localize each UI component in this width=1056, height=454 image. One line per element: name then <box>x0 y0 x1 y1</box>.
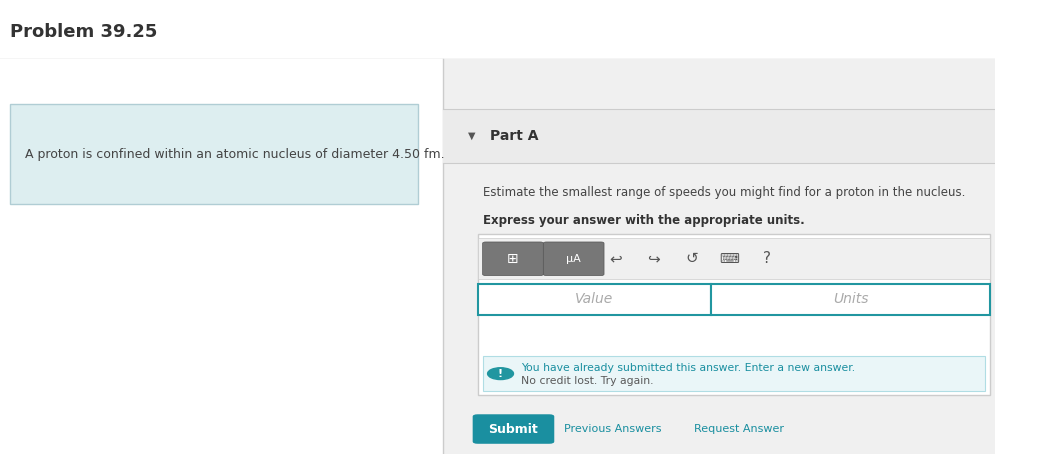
FancyBboxPatch shape <box>0 0 995 454</box>
Text: A proton is confined within an atomic nucleus of diameter 4.50 fm.: A proton is confined within an atomic nu… <box>25 148 445 161</box>
Text: Value: Value <box>576 292 614 306</box>
FancyBboxPatch shape <box>442 109 995 163</box>
Text: Problem 39.25: Problem 39.25 <box>10 23 157 41</box>
Text: You have already submitted this answer. Enter a new answer.: You have already submitted this answer. … <box>522 363 855 373</box>
FancyBboxPatch shape <box>442 59 995 454</box>
FancyBboxPatch shape <box>483 356 985 391</box>
FancyBboxPatch shape <box>10 104 418 204</box>
Text: ⊞: ⊞ <box>507 252 518 266</box>
Text: Previous Answers: Previous Answers <box>564 424 662 434</box>
Text: Express your answer with the appropriate units.: Express your answer with the appropriate… <box>483 214 805 227</box>
FancyBboxPatch shape <box>483 242 544 276</box>
Circle shape <box>488 368 513 380</box>
FancyBboxPatch shape <box>477 284 711 315</box>
Text: ?: ? <box>763 251 771 266</box>
Text: ↩: ↩ <box>609 251 622 266</box>
Text: Part A: Part A <box>490 129 539 143</box>
Text: Estimate the smallest range of speeds you might find for a proton in the nucleus: Estimate the smallest range of speeds yo… <box>483 187 965 199</box>
FancyBboxPatch shape <box>711 284 991 315</box>
Text: ↪: ↪ <box>647 251 660 266</box>
Text: Submit: Submit <box>489 423 539 435</box>
Text: !: ! <box>498 369 503 379</box>
Text: No credit lost. Try again.: No credit lost. Try again. <box>522 376 654 386</box>
Text: Units: Units <box>833 292 868 306</box>
Text: ↺: ↺ <box>685 251 698 266</box>
FancyBboxPatch shape <box>544 242 604 276</box>
FancyBboxPatch shape <box>0 59 442 454</box>
FancyBboxPatch shape <box>477 238 991 279</box>
FancyBboxPatch shape <box>473 414 554 444</box>
Text: ▼: ▼ <box>468 131 475 141</box>
Text: ⌨: ⌨ <box>719 252 739 266</box>
Text: Request Answer: Request Answer <box>694 424 784 434</box>
Text: µA: µA <box>566 254 581 264</box>
FancyBboxPatch shape <box>477 234 991 395</box>
